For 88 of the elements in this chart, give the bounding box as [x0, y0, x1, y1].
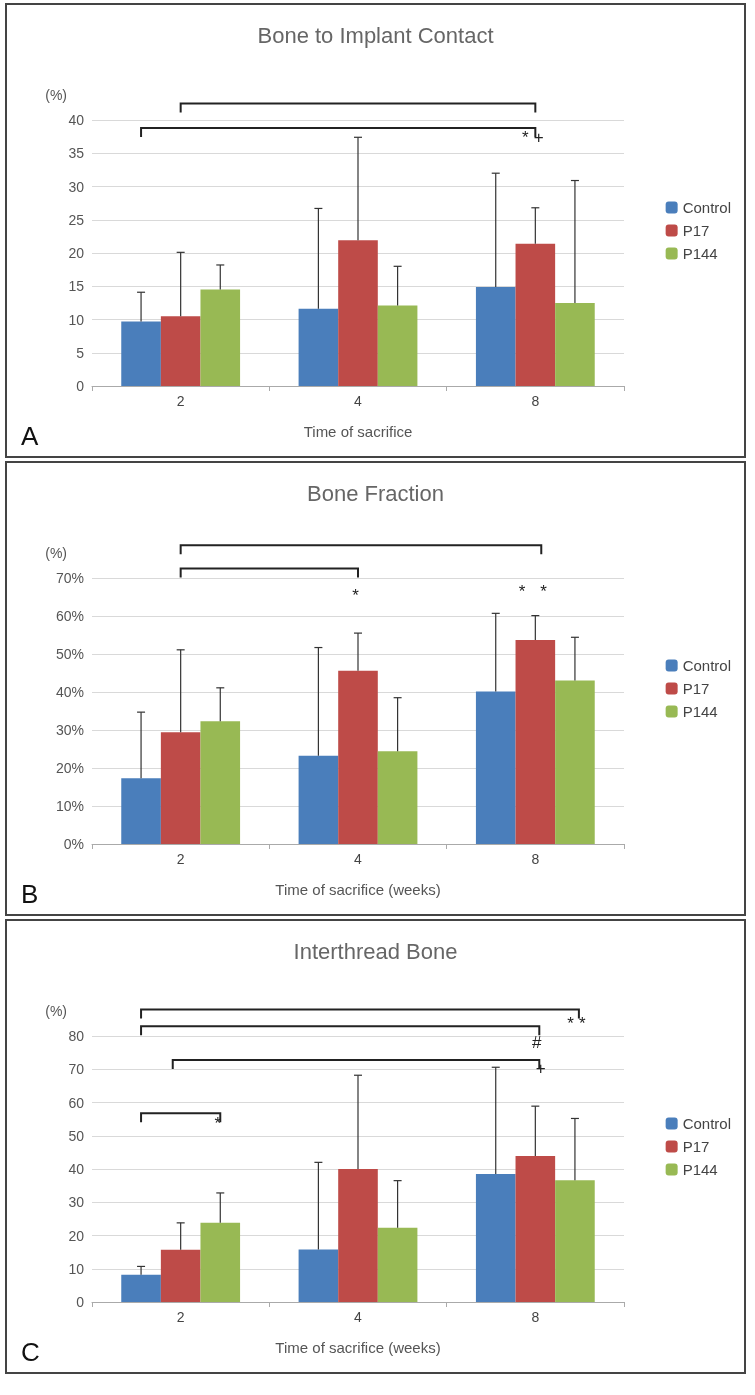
y-tick-label: 60 — [68, 1094, 85, 1111]
y-tick-label: 30% — [55, 722, 84, 738]
y-tick-label: 25 — [68, 211, 85, 228]
bar — [555, 680, 595, 844]
bar — [121, 1274, 161, 1302]
bar — [515, 1156, 556, 1302]
bar — [160, 1249, 201, 1302]
legend-label: Control — [682, 1115, 731, 1132]
chart-title: Bone Fraction — [307, 480, 444, 506]
bar — [121, 321, 161, 386]
annotation: # — [532, 1032, 547, 1052]
text: C — [21, 1337, 40, 1367]
legend-label: P144 — [682, 1161, 718, 1178]
bar — [298, 755, 339, 844]
text: B — [21, 879, 39, 909]
text: ** — [567, 1014, 591, 1034]
bar — [555, 1180, 595, 1302]
legend-label: P17 — [682, 680, 710, 697]
x-tick-label: 2 — [176, 1309, 185, 1325]
y-axis-title: (%) — [45, 545, 67, 561]
y-tick-label: 60% — [55, 608, 84, 624]
bar — [475, 286, 516, 386]
x-tick-label: 4 — [354, 1309, 363, 1325]
x-axis-title: Time of sacrifice — [303, 423, 413, 440]
y-tick-label: 50% — [55, 646, 84, 662]
y-tick-label: 5 — [76, 344, 85, 361]
y-axis-title: (%) — [45, 1003, 67, 1019]
y-tick-label: 70 — [68, 1061, 85, 1078]
legend-label: P17 — [682, 222, 710, 239]
annotation: * — [352, 585, 364, 605]
chart-title: Bone to Implant Contact — [257, 22, 494, 48]
y-tick-label: 10 — [68, 311, 85, 328]
bar — [475, 691, 516, 844]
bar — [121, 778, 161, 844]
bar — [475, 1173, 516, 1302]
y-tick-label: 35 — [68, 145, 85, 162]
y-tick-label: 0 — [76, 1294, 85, 1310]
bar — [200, 721, 241, 844]
x-tick-label: 2 — [176, 393, 185, 409]
y-tick-label: 15 — [68, 278, 85, 295]
y-tick-label: 0% — [63, 836, 84, 852]
y-tick-label: 0 — [76, 378, 85, 394]
bar — [298, 1249, 339, 1302]
bar — [200, 289, 241, 386]
x-tick-label: 4 — [354, 393, 363, 409]
bar — [338, 1169, 378, 1302]
legend-label: P17 — [682, 1138, 710, 1155]
legend-label: P144 — [682, 703, 718, 720]
legend-label: Control — [682, 657, 731, 674]
annotation: * * — [518, 582, 552, 601]
text: A — [21, 421, 39, 451]
x-axis-title: Time of sacrifice (weeks) — [275, 1339, 441, 1356]
x-axis-title: Time of sacrifice (weeks) — [275, 881, 441, 898]
y-tick-label: 50 — [68, 1127, 85, 1144]
chart-title: Interthread Bone — [293, 938, 458, 964]
y-tick-label: 40% — [55, 684, 84, 700]
y-tick-label: 20 — [68, 245, 85, 261]
bar — [200, 1222, 241, 1302]
bar — [160, 732, 201, 844]
x-tick-label: 4 — [354, 851, 363, 867]
y-tick-label: 10 — [68, 1260, 85, 1277]
bar — [377, 751, 418, 844]
y-tick-label: 30 — [68, 1194, 85, 1211]
y-axis-title: (%) — [45, 87, 67, 103]
y-tick-label: 70% — [55, 570, 84, 586]
bar — [555, 302, 595, 386]
bar — [377, 1227, 418, 1302]
y-tick-label: 40 — [68, 112, 85, 128]
y-tick-label: 40 — [68, 1161, 85, 1177]
x-tick-label: 8 — [531, 1309, 540, 1325]
y-tick-label: 20 — [68, 1227, 85, 1244]
x-tick-label: 2 — [176, 851, 185, 867]
bar — [515, 243, 556, 386]
legend-label: Control — [682, 199, 731, 216]
y-tick-label: 10% — [55, 798, 84, 814]
y-tick-label: 20% — [55, 760, 84, 776]
x-tick-label: 8 — [531, 851, 540, 867]
bar — [298, 308, 339, 386]
bar — [338, 670, 378, 844]
bar — [377, 305, 418, 386]
x-tick-label: 8 — [531, 393, 540, 409]
annotation: *+ — [522, 127, 549, 147]
y-tick-label: 80 — [68, 1028, 85, 1044]
y-tick-label: 30 — [68, 178, 85, 195]
bar — [515, 639, 556, 844]
bar — [338, 240, 378, 386]
bar — [160, 316, 201, 386]
legend-label: P144 — [682, 245, 718, 262]
